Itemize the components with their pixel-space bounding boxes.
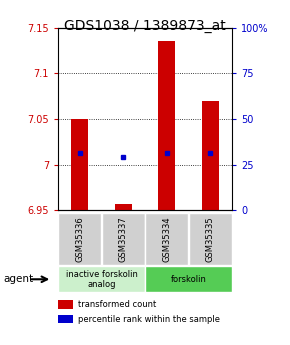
Text: transformed count: transformed count [78,300,157,309]
Text: GSM35337: GSM35337 [119,216,128,262]
Bar [188,213,232,265]
Text: forskolin: forskolin [171,275,206,284]
Text: percentile rank within the sample: percentile rank within the sample [78,315,220,324]
Bar [158,41,175,210]
Text: GDS1038 / 1389873_at: GDS1038 / 1389873_at [64,19,226,33]
Text: inactive forskolin
analog: inactive forskolin analog [66,269,137,289]
Bar [58,266,145,292]
Bar [145,213,188,265]
Bar [58,213,102,265]
Bar [102,213,145,265]
Text: GSM35336: GSM35336 [75,216,84,262]
Bar [145,266,232,292]
Text: GSM35334: GSM35334 [162,216,171,262]
Bar [71,119,88,210]
Bar [202,101,219,210]
Bar [115,204,132,210]
Text: agent: agent [3,274,33,284]
Text: GSM35335: GSM35335 [206,216,215,262]
